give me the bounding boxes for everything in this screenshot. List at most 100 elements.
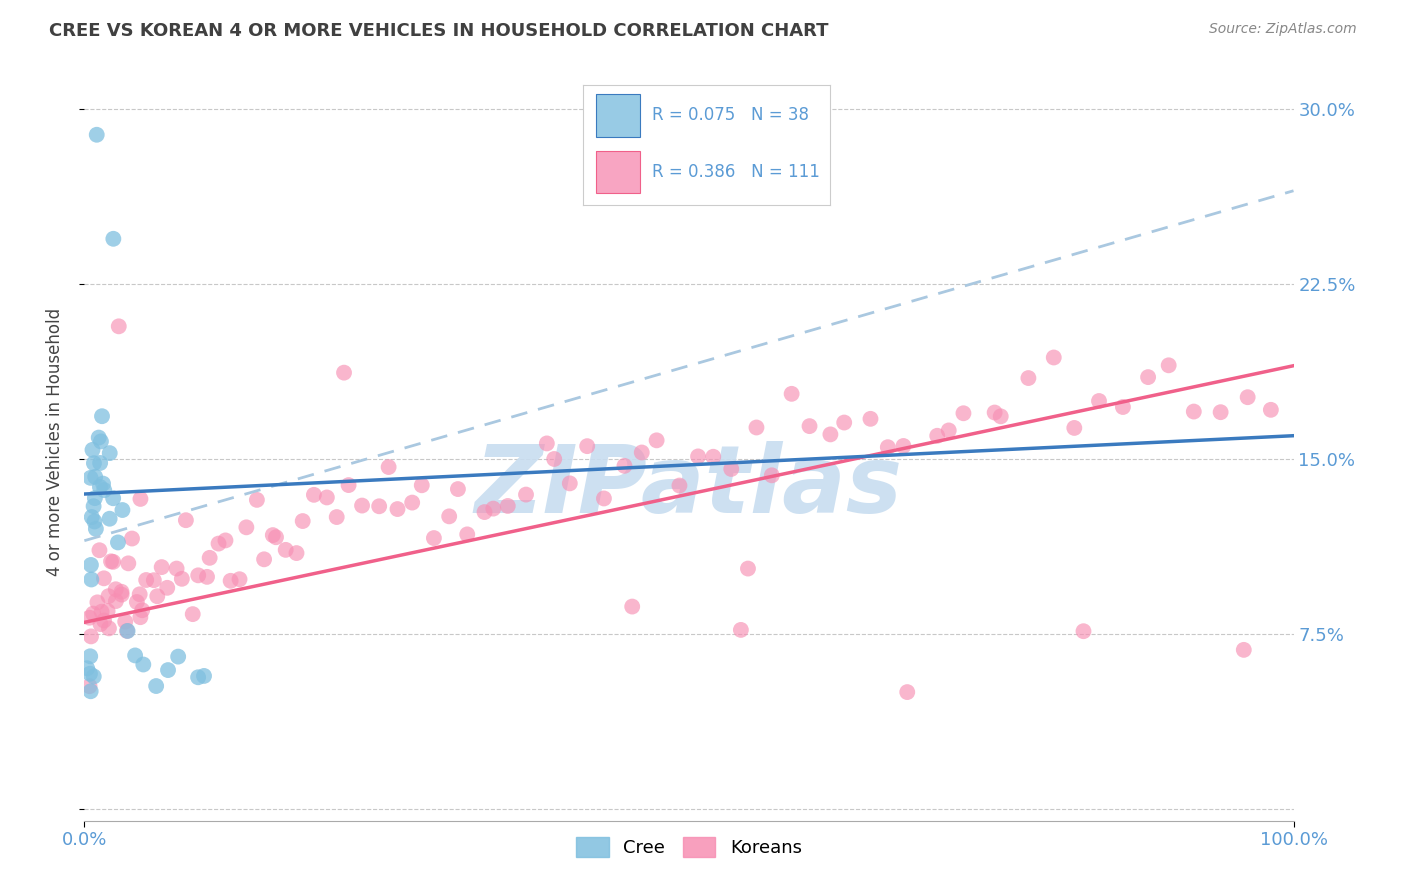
Point <box>132 657 155 672</box>
Point <box>80 510 103 524</box>
Point <box>101 555 124 569</box>
Point <box>613 458 636 473</box>
Point <box>80 573 103 587</box>
Point <box>97 621 120 635</box>
Point <box>896 685 918 699</box>
Point <box>668 478 690 492</box>
Point <box>285 546 308 560</box>
Point <box>97 604 120 618</box>
Point <box>82 442 104 457</box>
Text: R = 0.386   N = 111: R = 0.386 N = 111 <box>652 163 820 181</box>
Point <box>103 232 125 246</box>
Point <box>76 661 98 675</box>
Point <box>86 595 108 609</box>
Point <box>832 416 855 430</box>
Point <box>246 492 269 507</box>
Point <box>117 557 139 571</box>
Point <box>990 409 1012 424</box>
Point <box>720 462 742 476</box>
Point <box>1063 421 1085 435</box>
Point <box>90 434 112 449</box>
Point <box>115 624 138 638</box>
Point <box>104 582 127 597</box>
Point <box>131 603 153 617</box>
Point <box>187 568 209 582</box>
Bar <box>596 95 640 136</box>
Point <box>1233 643 1256 657</box>
Point <box>145 679 167 693</box>
Point <box>193 669 215 683</box>
Point <box>100 554 122 568</box>
Point <box>79 471 101 485</box>
Point <box>1112 400 1135 414</box>
Point <box>170 572 193 586</box>
Point <box>91 409 114 424</box>
Point <box>156 581 179 595</box>
Point <box>1017 371 1039 385</box>
Point <box>859 412 882 426</box>
Point <box>688 450 710 464</box>
Point <box>264 530 287 544</box>
Point <box>780 387 803 401</box>
Point <box>79 684 101 698</box>
Point <box>333 366 356 380</box>
Point <box>576 439 599 453</box>
Point <box>558 476 581 491</box>
Point <box>214 533 236 548</box>
Point <box>110 584 132 599</box>
Point <box>104 594 127 608</box>
Point <box>274 542 297 557</box>
Point <box>474 505 496 519</box>
Point <box>89 617 111 632</box>
Point <box>79 610 101 624</box>
Point <box>927 429 949 443</box>
Point <box>198 550 221 565</box>
Point <box>315 491 337 505</box>
Point <box>952 406 974 420</box>
Point <box>79 666 101 681</box>
Point <box>121 532 143 546</box>
Bar <box>596 151 640 193</box>
Legend: Cree, Koreans: Cree, Koreans <box>569 830 808 864</box>
Point <box>128 587 150 601</box>
Point <box>799 419 821 434</box>
Point <box>117 624 139 638</box>
Point <box>730 623 752 637</box>
Point <box>621 599 644 614</box>
Point <box>150 560 173 574</box>
Point <box>543 452 565 467</box>
Point <box>302 488 325 502</box>
Point <box>83 500 105 514</box>
Point <box>702 450 724 464</box>
Point <box>91 476 114 491</box>
Point <box>1157 359 1180 373</box>
Point <box>93 571 115 585</box>
Point <box>207 536 229 550</box>
Point <box>482 501 505 516</box>
Point <box>98 446 121 460</box>
Point <box>820 427 842 442</box>
Point <box>219 574 242 588</box>
Point <box>496 499 519 513</box>
Text: Source: ZipAtlas.com: Source: ZipAtlas.com <box>1209 22 1357 37</box>
Point <box>401 495 423 509</box>
Point <box>1236 390 1258 404</box>
Point <box>1260 402 1282 417</box>
Point <box>146 589 169 603</box>
Point <box>411 478 433 492</box>
Point <box>1209 405 1232 419</box>
Point <box>129 491 152 506</box>
Point <box>167 649 190 664</box>
Point <box>89 480 111 494</box>
Point <box>101 491 124 506</box>
Point <box>111 588 134 602</box>
Point <box>142 573 165 587</box>
Point <box>325 510 347 524</box>
Point <box>79 649 101 664</box>
Point <box>761 468 783 483</box>
Point <box>83 456 105 470</box>
Point <box>89 543 111 558</box>
Point <box>90 605 112 619</box>
Text: CREE VS KOREAN 4 OR MORE VEHICLES IN HOUSEHOLD CORRELATION CHART: CREE VS KOREAN 4 OR MORE VEHICLES IN HOU… <box>49 22 828 40</box>
Point <box>83 491 105 505</box>
